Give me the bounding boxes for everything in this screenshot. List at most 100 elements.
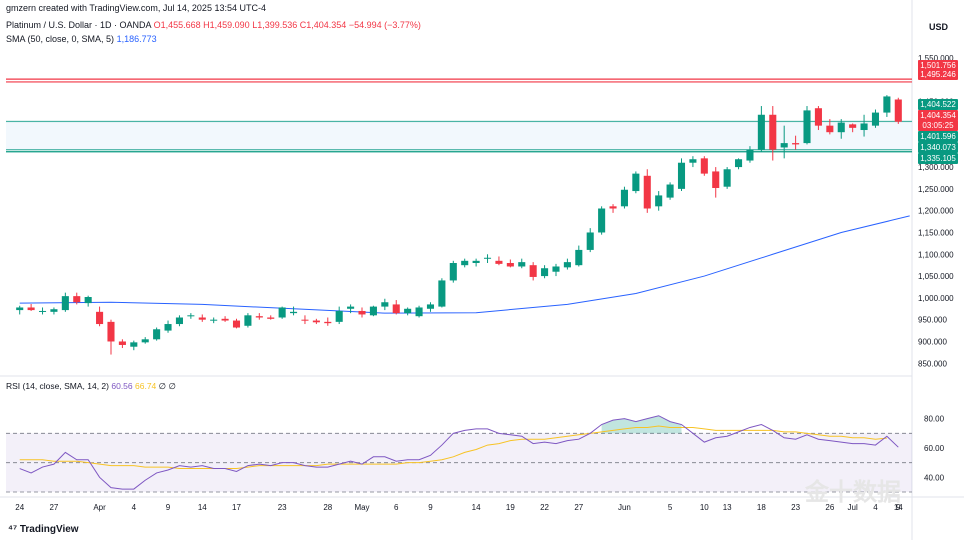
- sma-legend[interactable]: SMA (50, close, 0, SMA, 5) 1,186.773: [6, 34, 157, 44]
- tradingview-logo-icon: ⁴⁷: [8, 524, 20, 535]
- price-tick: 1,200.000: [918, 207, 954, 216]
- candle: [563, 262, 571, 268]
- candle: [278, 307, 286, 318]
- sma-label: SMA (50, close, 0, SMA, 5): [6, 34, 115, 44]
- candle: [232, 320, 241, 328]
- candle: [723, 169, 731, 187]
- candle: [461, 260, 469, 266]
- ohlc-change: −54.994 (−3.77%): [348, 20, 421, 30]
- footer-text: TradingView: [19, 524, 79, 535]
- price-tag[interactable]: 1,501.756: [918, 60, 958, 71]
- time-tick: May: [354, 503, 369, 512]
- price-tag[interactable]: 1,340.073: [918, 142, 958, 153]
- candle: [518, 262, 526, 267]
- rsi-line: [19, 415, 899, 490]
- candle: [598, 208, 606, 233]
- ohlc-open: O1,455.668: [153, 20, 201, 30]
- candle: [700, 158, 708, 174]
- candle: [860, 123, 868, 131]
- candle: [73, 296, 81, 303]
- candle: [244, 315, 252, 326]
- price-tag[interactable]: 1,495.246: [918, 69, 958, 80]
- candle: [312, 320, 320, 323]
- candle: [290, 311, 298, 314]
- candle: [689, 159, 697, 163]
- rsi-tick: 80.00: [924, 415, 945, 424]
- price-tick: 950.000: [918, 316, 947, 325]
- price-tag[interactable]: 03:05:25: [918, 120, 958, 131]
- candle: [187, 315, 195, 317]
- price-tag[interactable]: 1,401.596: [918, 131, 958, 142]
- candle: [472, 260, 480, 263]
- candle: [438, 280, 446, 307]
- candle: [118, 341, 126, 345]
- time-tick: 4: [873, 503, 878, 512]
- price-tag[interactable]: 1,404.354: [918, 110, 958, 121]
- rsi-tick: 40.00: [924, 473, 945, 482]
- candle: [792, 143, 800, 145]
- time-tick: 5: [668, 503, 673, 512]
- candle: [415, 307, 423, 317]
- time-tick: 9: [428, 503, 433, 512]
- price-tick: 1,150.000: [918, 228, 954, 237]
- rsi-value: 60.56: [111, 381, 133, 391]
- price-tick: 1,550.000: [918, 54, 954, 63]
- symbol-legend[interactable]: Platinum / U.S. Dollar · 1D · OANDA O1,4…: [6, 20, 421, 30]
- time-tick: 23: [278, 503, 287, 512]
- candle: [381, 302, 389, 307]
- time-tick: 28: [323, 503, 332, 512]
- candle: [164, 324, 172, 331]
- candle: [267, 317, 275, 319]
- time-tick: 23: [791, 503, 800, 512]
- candle: [27, 307, 35, 311]
- time-tick: Apr: [93, 503, 106, 512]
- candle: [757, 114, 765, 150]
- time-tick: Jun: [618, 503, 631, 512]
- price-tick: 900.000: [918, 337, 947, 346]
- sma-line: [19, 215, 910, 314]
- candle: [198, 317, 206, 320]
- candle: [609, 206, 617, 209]
- candle: [837, 122, 845, 133]
- time-tick: 6: [394, 503, 399, 512]
- candle: [586, 232, 594, 250]
- candle: [632, 173, 640, 192]
- rsi-extra: ∅ ∅: [158, 381, 176, 391]
- time-tick: 27: [574, 503, 583, 512]
- tradingview-logo[interactable]: ⁴⁷ TradingView: [8, 524, 79, 535]
- candle: [347, 306, 355, 309]
- candle: [358, 310, 366, 315]
- candle: [130, 342, 138, 347]
- price-tick: 1,100.000: [918, 250, 954, 259]
- time-tick: 13: [723, 503, 732, 512]
- rsi-label: RSI (14, close, SMA, 14, 2): [6, 381, 109, 391]
- currency-label[interactable]: USD: [928, 22, 948, 32]
- ohlc-high: H1,459.090: [203, 20, 250, 30]
- candle: [96, 311, 104, 325]
- candle: [575, 249, 583, 266]
- candle: [769, 114, 777, 150]
- candle: [426, 304, 435, 309]
- candle: [529, 265, 537, 277]
- candle: [210, 319, 218, 321]
- candle: [221, 318, 229, 321]
- time-tick: 18: [757, 503, 766, 512]
- candle: [16, 307, 24, 311]
- price-tag[interactable]: 1,404.522: [918, 99, 958, 110]
- time-tick: 14: [472, 503, 481, 512]
- candle: [301, 319, 309, 321]
- price-tag[interactable]: 1,335.105: [918, 153, 958, 164]
- candle: [404, 308, 412, 314]
- time-tick: 19: [506, 503, 515, 512]
- candle: [369, 306, 377, 316]
- rsi-legend[interactable]: RSI (14, close, SMA, 14, 2) 60.56 66.74 …: [6, 381, 176, 392]
- candle: [643, 175, 651, 209]
- time-tick: 22: [540, 503, 549, 512]
- candle: [735, 159, 743, 168]
- symbol-name: Platinum / U.S. Dollar · 1D · OANDA: [6, 20, 152, 30]
- price-tick: 1,000.000: [918, 294, 954, 303]
- ohlc-close: C1,404.354: [299, 20, 347, 30]
- time-tick: 9: [896, 503, 901, 512]
- candle: [153, 329, 161, 340]
